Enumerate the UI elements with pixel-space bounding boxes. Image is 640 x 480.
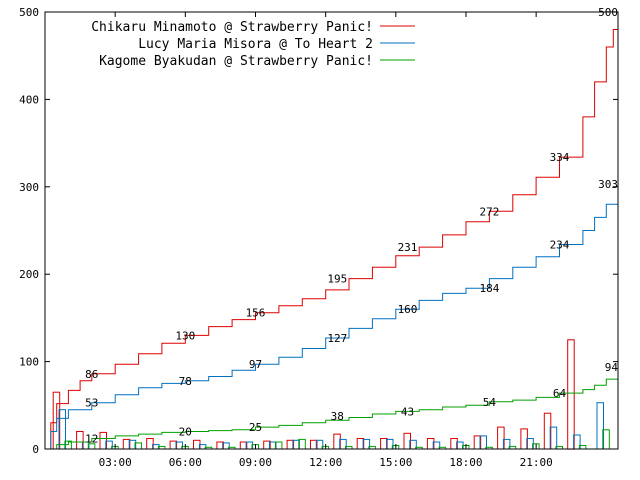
data-label: 94 [605, 361, 619, 374]
legend: Chikaru Minamoto @ Strawberry Panic! Lucy… [91, 20, 415, 69]
y-tick-label: 500 [19, 6, 39, 19]
data-label: 234 [550, 239, 570, 252]
data-label: 64 [553, 387, 567, 400]
data-label: 156 [246, 307, 266, 320]
legend-label: Chikaru Minamoto @ Strawberry Panic! [91, 20, 373, 35]
y-tick-label: 100 [19, 356, 39, 369]
plot-frame [44, 11, 619, 450]
y-tick-label: 400 [19, 93, 39, 106]
legend-label: Kagome Byakudan @ Strawberry Panic! [99, 54, 373, 69]
data-label: 127 [327, 332, 347, 345]
x-tick-label: 15:00 [379, 456, 412, 469]
x-tick-label: 12:00 [309, 456, 342, 469]
y-tick-label: 0 [32, 443, 39, 456]
x-tick-label: 06:00 [169, 456, 202, 469]
data-label: 38 [331, 410, 344, 423]
axes-layer: 0 100 200 300 400 500 03:00 06:00 09:00 12:00 15:0… [19, 6, 619, 469]
data-label: 272 [479, 205, 499, 218]
data-label: 130 [175, 329, 195, 342]
cumulative-lines-layer [45, 12, 619, 450]
x-tick-label: 09:00 [239, 456, 272, 469]
y-tick-label: 300 [19, 181, 39, 194]
data-label: 303 [598, 178, 618, 191]
data-label: 184 [479, 282, 499, 295]
x-tick-label: 03:00 [99, 456, 132, 469]
y-tick-label: 200 [19, 268, 39, 281]
series-line-3 [45, 366, 619, 450]
x-tick-label: 18:00 [449, 456, 482, 469]
data-label: 20 [179, 426, 192, 439]
legend-label: Lucy Maria Misora @ To Heart 2 [138, 37, 373, 52]
data-label: 86 [85, 368, 98, 381]
data-label: 54 [483, 396, 497, 409]
data-label: 231 [398, 241, 418, 254]
data-label: 12 [85, 433, 98, 446]
data-labels-layer: 8613015619523127233450053789712716018423… [85, 6, 618, 446]
data-label: 334 [550, 151, 570, 164]
data-label: 43 [401, 405, 414, 418]
data-label: 25 [249, 421, 262, 434]
series-line-2 [45, 184, 619, 450]
data-label: 53 [85, 397, 98, 410]
data-label: 195 [327, 273, 347, 286]
x-tick-label: 21:00 [520, 456, 553, 469]
data-label: 97 [249, 358, 262, 371]
series-line-1 [45, 12, 619, 450]
data-label: 78 [179, 375, 192, 388]
hourly-bar [567, 339, 575, 450]
data-label: 160 [398, 303, 418, 316]
